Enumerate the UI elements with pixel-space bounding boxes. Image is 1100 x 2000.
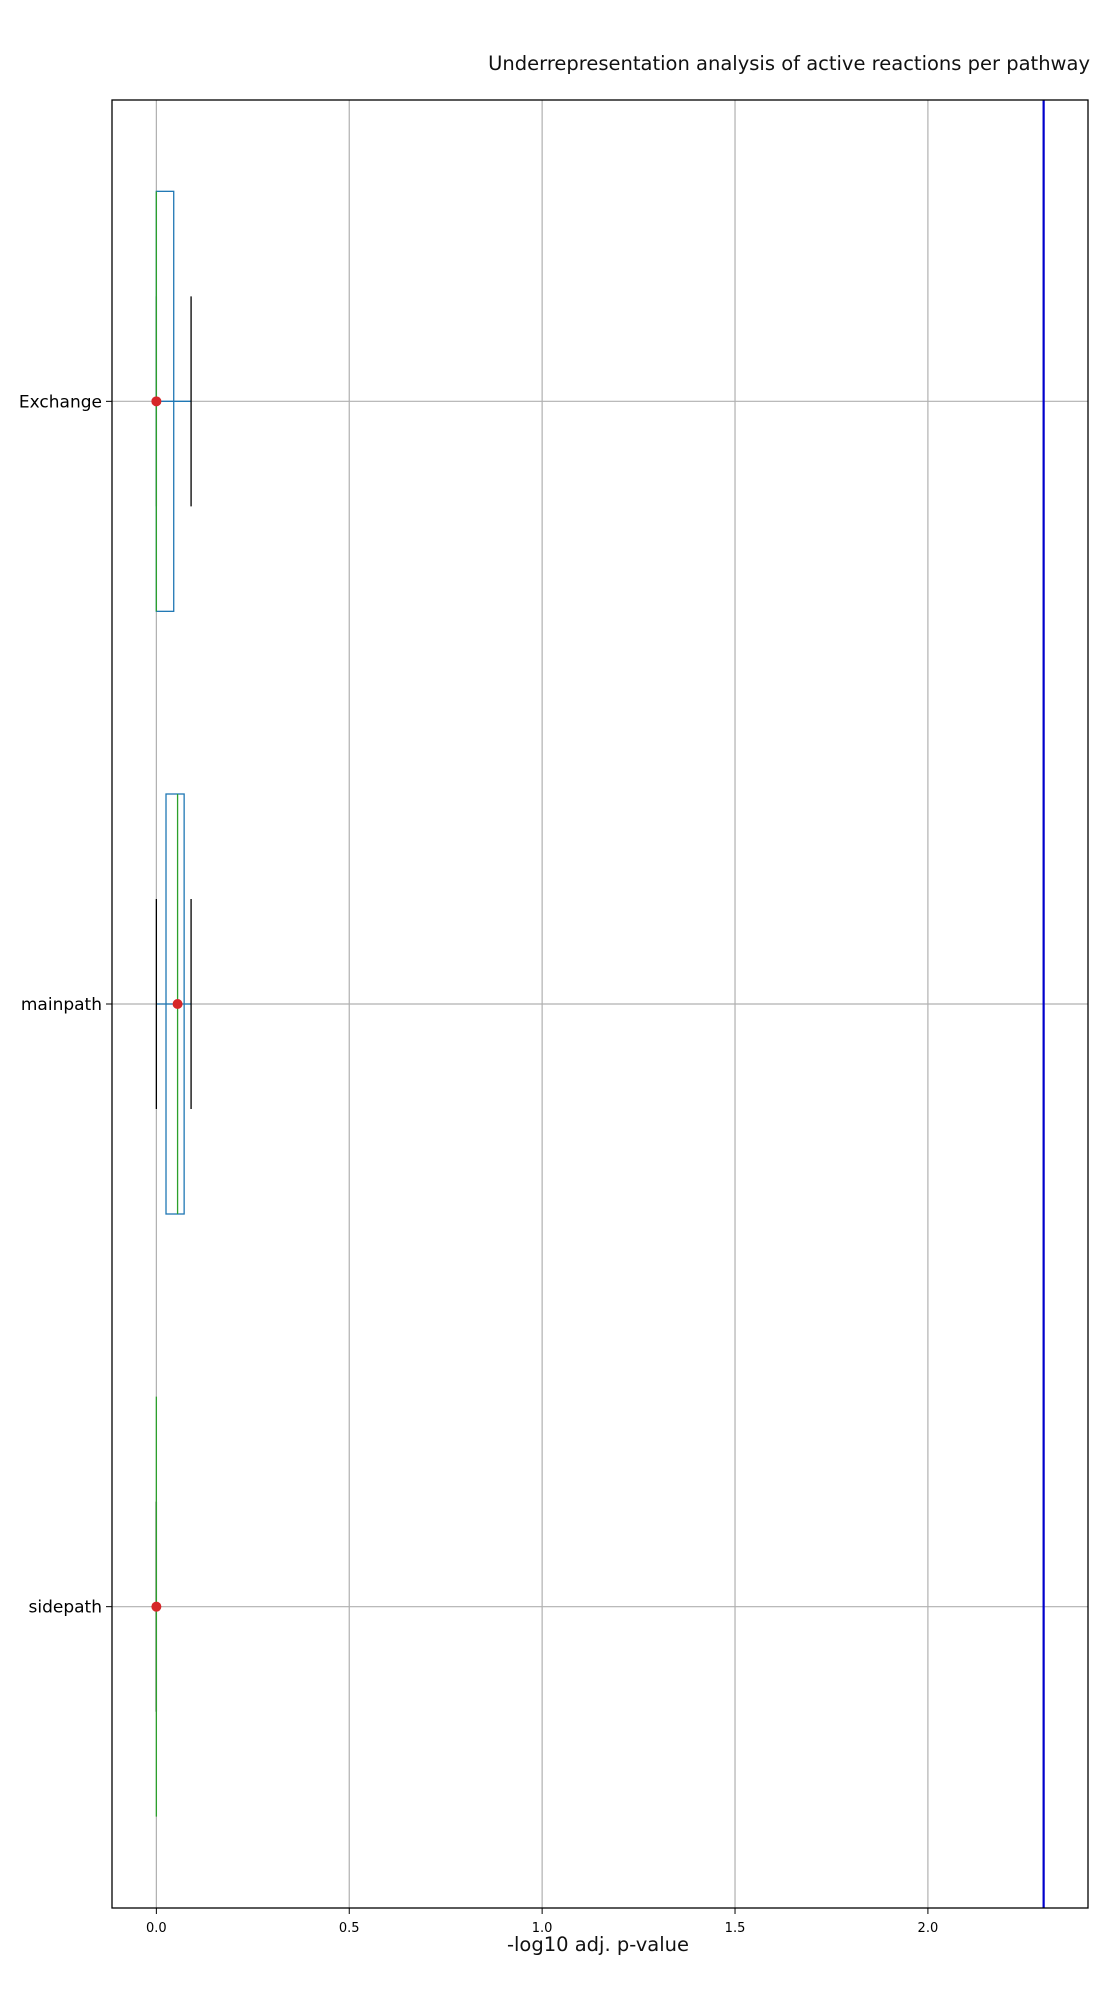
box-rect [165,793,185,1215]
plot-frame [111,99,1089,1909]
x-tick-label: 2.0 [918,1921,939,1936]
x-tick-label: 1.5 [725,1921,746,1936]
y-tick-label: Exchange [19,392,102,412]
mean-marker [172,999,183,1009]
box-Exchange [151,190,192,612]
x-axis-label: -log10 adj. p-value [506,1933,690,1956]
x-tick-label: 1.0 [532,1921,553,1936]
y-tick-label: mainpath [21,995,102,1015]
box-sidepath [151,1396,162,1817]
mean-marker [151,1601,162,1612]
y-tick-label: sidepath [29,1598,102,1618]
x-tick-label: 0.5 [339,1921,360,1936]
x-tick-label: 0.0 [146,1921,167,1936]
box-mainpath [155,793,192,1215]
mean-marker [151,396,162,407]
chart-title: Underrepresentation analysis of active r… [488,52,1090,75]
